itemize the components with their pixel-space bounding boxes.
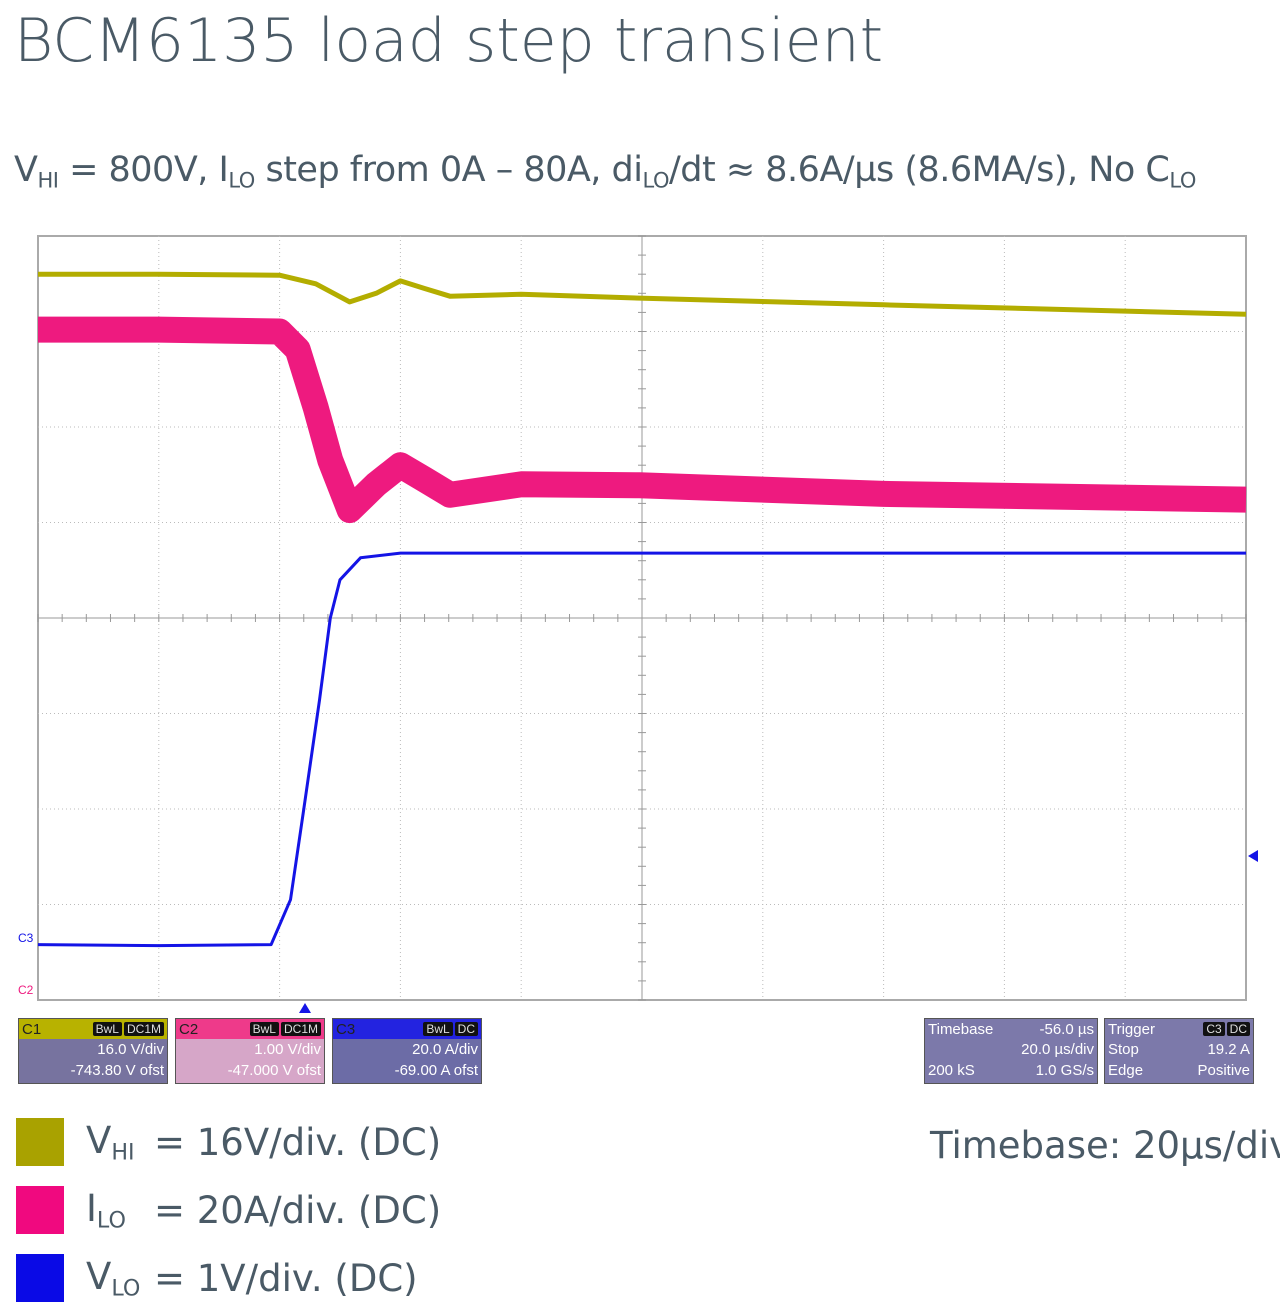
timebase-note: Timebase: 20µs/div. bbox=[930, 1124, 1280, 1167]
trace bbox=[37, 551, 1246, 948]
panel-tag: C3 bbox=[1203, 1022, 1225, 1036]
panel-text: 19.2 A bbox=[1207, 1041, 1250, 1058]
subtitle-part: LO bbox=[642, 168, 670, 193]
panel-header: C3 BwL DC bbox=[333, 1019, 481, 1039]
legend-symbol-main: V bbox=[86, 1118, 112, 1162]
panel-tag: BwL bbox=[249, 1022, 279, 1036]
scope-panel: C3 BwL DC 20.0 A/div -69.00 A ofst bbox=[332, 1018, 482, 1084]
subtitle-part: V bbox=[14, 150, 38, 190]
panel-title: Timebase bbox=[928, 1020, 994, 1038]
legend-symbol: VHI bbox=[86, 1119, 154, 1166]
legend-text: = 1V/div. (DC) bbox=[154, 1256, 418, 1300]
subtitle-part: /dt ≈ 8.6A/µs (8.6MA/s), No C bbox=[668, 150, 1170, 190]
panel-text: 200 kS bbox=[928, 1062, 975, 1079]
panel-row: 20.0 A/div bbox=[333, 1039, 481, 1060]
trace bbox=[38, 316, 1247, 524]
legend-swatch bbox=[16, 1254, 64, 1302]
panel-row: 20.0 µs/div bbox=[925, 1039, 1097, 1060]
panel-tags: BwL DC1M bbox=[92, 1022, 164, 1036]
panel-tags: C3 DC bbox=[1203, 1022, 1250, 1036]
scope-panel: C2 BwL DC1M 1.00 V/div -47.000 V ofst bbox=[175, 1018, 325, 1084]
panel-text: 20.0 A/div bbox=[412, 1041, 478, 1058]
panel-text: -47.000 V ofst bbox=[227, 1062, 321, 1079]
panel-row: 200 kS 1.0 GS/s bbox=[925, 1060, 1097, 1081]
panel-header: C1 BwL DC1M bbox=[19, 1019, 167, 1039]
panel-row: Edge Positive bbox=[1105, 1060, 1253, 1081]
panel-tag: DC bbox=[454, 1022, 478, 1036]
panel-header: Timebase -56.0 µs bbox=[925, 1019, 1097, 1039]
legend-symbol: VLO bbox=[86, 1255, 154, 1302]
panel-text: 1.0 GS/s bbox=[1035, 1062, 1094, 1079]
panel-row: -743.80 V ofst bbox=[19, 1060, 167, 1081]
legend-symbol: ILO bbox=[86, 1187, 154, 1234]
trigger-arrow bbox=[299, 1003, 311, 1013]
scope-panel: C1 BwL DC1M 16.0 V/div -743.80 V ofst bbox=[18, 1018, 168, 1084]
panel-tag: BwL bbox=[423, 1022, 453, 1036]
panel-text: 1.00 V/div bbox=[254, 1041, 321, 1058]
title: BCM6135 load step transient bbox=[14, 6, 884, 76]
panel-tag: BwL bbox=[92, 1022, 122, 1036]
subtitle-part: step from 0A – 80A, di bbox=[254, 150, 643, 190]
legend-item: VHI = 16V/div. (DC) bbox=[16, 1118, 441, 1166]
panel-title: C3 bbox=[336, 1020, 356, 1038]
panel-text: Stop bbox=[1108, 1041, 1139, 1058]
panel-header: Trigger C3 DC bbox=[1105, 1019, 1253, 1039]
panel-row: 16.0 V/div bbox=[19, 1039, 167, 1060]
panel-tag: DC1M bbox=[123, 1022, 164, 1036]
panel-text: 16.0 V/div bbox=[97, 1041, 164, 1058]
legend-text: = 16V/div. (DC) bbox=[154, 1120, 442, 1164]
panel-header: C2 BwL DC1M bbox=[176, 1019, 324, 1039]
panel-row: 1.00 V/div bbox=[176, 1039, 324, 1060]
panel-tag: DC bbox=[1226, 1022, 1250, 1036]
panel-tag: DC1M bbox=[280, 1022, 321, 1036]
legend-swatch bbox=[16, 1186, 64, 1234]
legend-item: ILO = 20A/div. (DC) bbox=[16, 1186, 441, 1234]
panel-text: -69.00 A ofst bbox=[394, 1062, 478, 1079]
scope-panel: Trigger C3 DC Stop 19.2 A Edge Positive bbox=[1104, 1018, 1254, 1084]
scope-screen: C3 C2 bbox=[18, 235, 1258, 1013]
legend-symbol-sub: HI bbox=[111, 1139, 135, 1166]
panel-title: C1 bbox=[22, 1020, 42, 1038]
legend-text: = 20A/div. (DC) bbox=[154, 1188, 442, 1232]
panel-text: -743.80 V ofst bbox=[70, 1062, 164, 1079]
legend-symbol-main: I bbox=[86, 1186, 97, 1230]
legend-symbol-sub: LO bbox=[111, 1275, 141, 1302]
panel-row: -47.000 V ofst bbox=[176, 1060, 324, 1081]
subtitle-part: HI bbox=[37, 168, 59, 193]
panel-value: -56.0 µs bbox=[1039, 1020, 1095, 1038]
legend-item: VLO = 1V/div. (DC) bbox=[16, 1254, 418, 1302]
subtitle-part: LO bbox=[228, 168, 255, 193]
trace bbox=[38, 271, 1247, 317]
legend-symbol-main: V bbox=[86, 1254, 112, 1298]
panel-tags: BwL DC1M bbox=[249, 1022, 321, 1036]
panel-text: 20.0 µs/div bbox=[1021, 1041, 1094, 1058]
trace-marker: C2 bbox=[18, 983, 34, 997]
subtitle: VHI = 800V, ILO step from 0A – 80A, diLO… bbox=[14, 150, 1196, 192]
scope-panel: Timebase -56.0 µs 20.0 µs/div 200 kS 1.0 GS/… bbox=[924, 1018, 1098, 1084]
subtitle-part: = 800V, I bbox=[58, 150, 229, 190]
legend-symbol-sub: LO bbox=[96, 1207, 126, 1234]
panel-text: Positive bbox=[1197, 1062, 1250, 1079]
panel-row: Stop 19.2 A bbox=[1105, 1039, 1253, 1060]
subtitle-part: LO bbox=[1169, 168, 1196, 193]
legend-swatch bbox=[16, 1118, 64, 1166]
panel-text: Edge bbox=[1108, 1062, 1144, 1079]
trace-marker: C3 bbox=[18, 931, 34, 945]
panel-tags: BwL DC bbox=[423, 1022, 478, 1036]
panel-title: C2 bbox=[179, 1020, 199, 1038]
panel-row: -69.00 A ofst bbox=[333, 1060, 481, 1081]
level-arrow bbox=[1248, 850, 1258, 862]
panel-title: Trigger bbox=[1108, 1020, 1155, 1038]
